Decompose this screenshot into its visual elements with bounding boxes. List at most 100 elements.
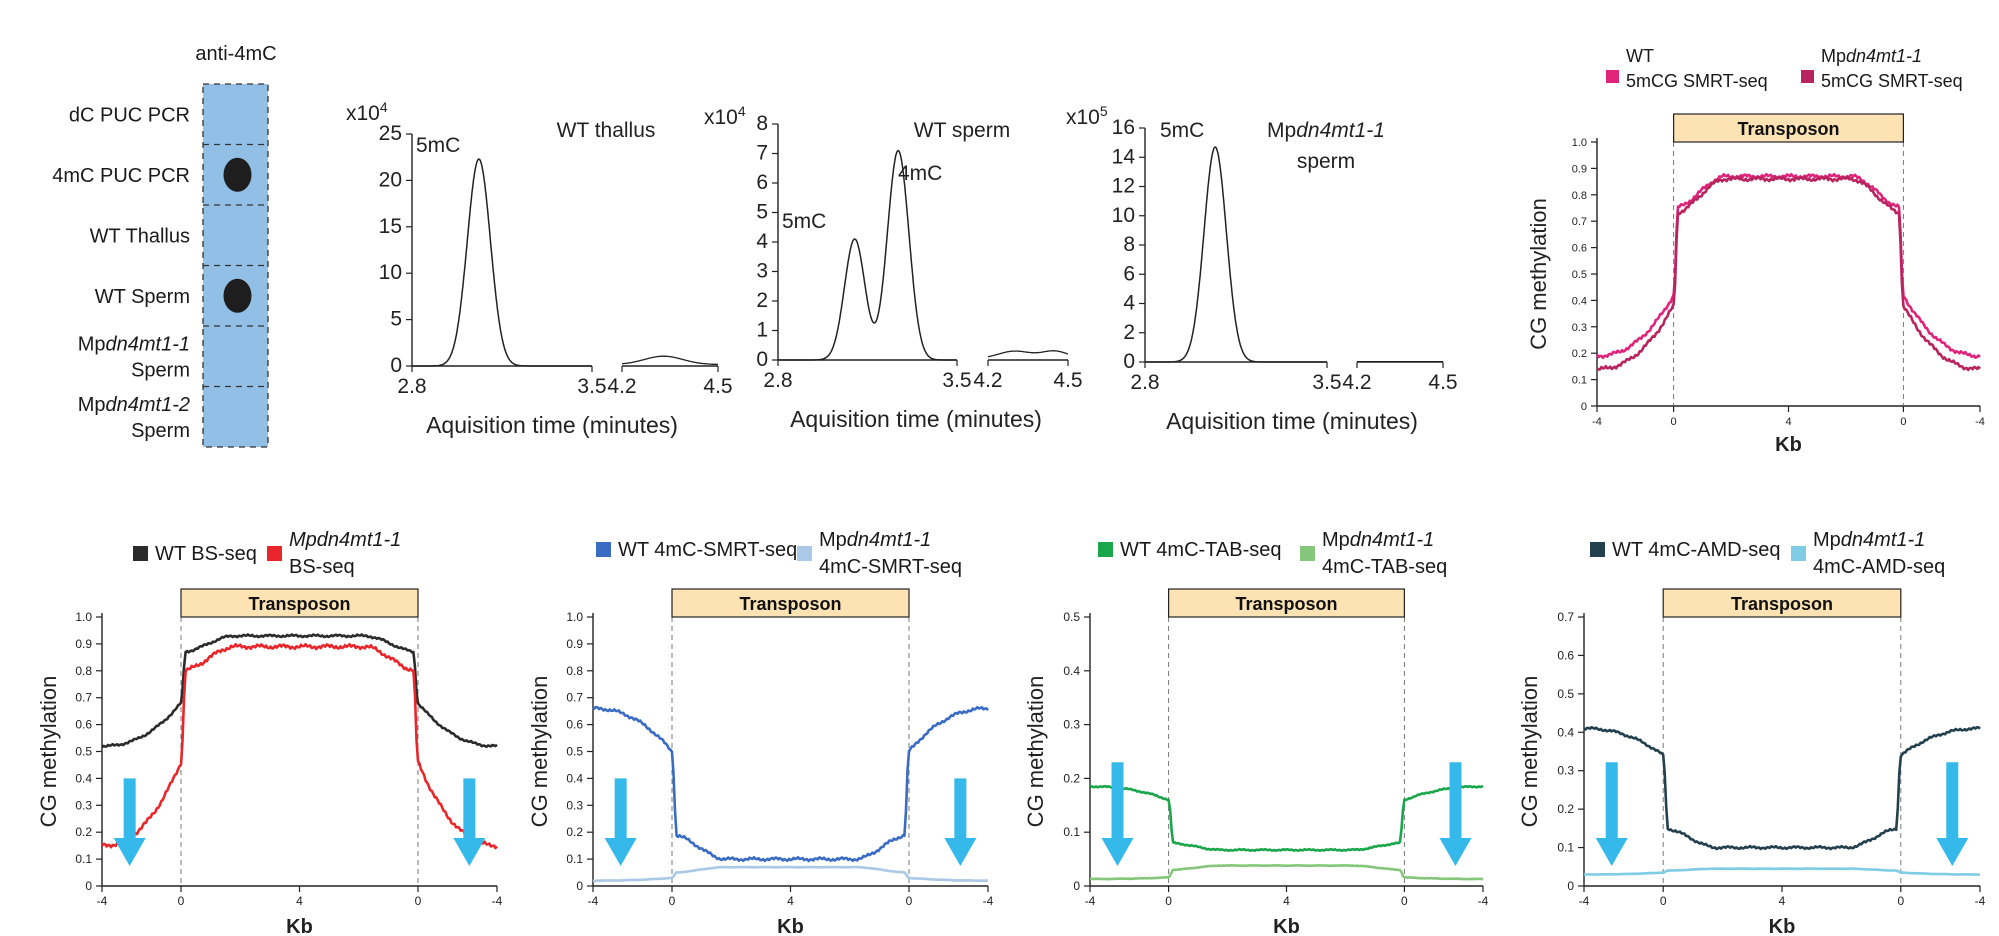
transposon-label: Transposon <box>739 594 841 614</box>
x-tick-label: 0 <box>415 894 422 908</box>
y-tick-label: 0.5 <box>566 745 583 759</box>
x-tick-label: 3.5 <box>577 375 606 398</box>
x-tick-label: -4 <box>1085 894 1096 908</box>
x-tick-label: 3.5 <box>942 369 971 392</box>
blot-row-label: Sperm <box>131 420 190 442</box>
x-tick-label: -4 <box>492 894 503 908</box>
y-tick-label: 1 <box>756 319 768 342</box>
legend-label: WT BS-seq <box>155 543 257 565</box>
y-tick-label: 0.2 <box>1572 348 1587 360</box>
y-tick-label: 0.8 <box>75 664 92 678</box>
lcms-chart: 0 2 4 6 8 10 12 14 16 2.8 3.5 4.2 4.5 Aquisition time… <box>1066 103 1458 434</box>
x-tick-label: 0 <box>1660 894 1667 908</box>
x-tick-label: 4.2 <box>1342 371 1371 394</box>
transposon-box <box>671 588 910 618</box>
y-tick-label: 14 <box>1112 145 1136 168</box>
y-axis-label: CG methylation <box>1517 676 1542 828</box>
blot-row-label: WT Sperm <box>95 286 190 308</box>
x-axis-label: Aquisition time (minutes) <box>790 406 1042 432</box>
y-tick-label: 6 <box>756 171 768 194</box>
x-tick-label: -4 <box>1975 416 1985 428</box>
y-multiplier-base: x10 <box>704 106 738 129</box>
arrow-head <box>1101 838 1134 866</box>
arrow-head <box>1595 838 1628 866</box>
x-axis-label: Kb <box>1775 434 1802 456</box>
trace-segment-2 <box>987 350 1069 358</box>
blot-title: anti-4mC <box>195 43 276 65</box>
transposon-box <box>1672 113 1904 143</box>
arrow-shaft <box>1605 762 1618 840</box>
y-tick-label: 0 <box>1567 879 1574 893</box>
y-tick-label: 0.5 <box>75 745 92 759</box>
y-tick-label: 12 <box>1112 175 1135 198</box>
y-tick-label: 0 <box>1123 350 1135 373</box>
x-tick-label: 0 <box>1671 416 1677 428</box>
y-tick-label: 3 <box>756 260 768 283</box>
y-tick-label: 0.1 <box>1557 841 1574 855</box>
y-tick-label: 0.7 <box>75 691 92 705</box>
legend-label: Mpdn4mt1-1 <box>1813 529 1925 551</box>
x-tick-label: 4.2 <box>607 375 636 398</box>
peak-annotation: 4mC <box>898 162 942 185</box>
arrow-head <box>604 838 637 866</box>
x-tick-label: -4 <box>588 894 599 908</box>
metaplot-chart: 0 0.1 0.2 0.3 0.4 0.5 0.6 0.7 0.8 0.9 1.0 -4 0 4 0 -4 Kb… <box>1526 46 1985 456</box>
legend-label-pre: Mp <box>819 529 847 551</box>
arrow-head <box>113 838 146 866</box>
series-line <box>101 633 498 749</box>
x-tick-label: 4 <box>1785 416 1791 428</box>
y-tick-label: 0.3 <box>75 798 92 812</box>
y-tick-label: 0.1 <box>1572 375 1587 387</box>
y-tick-label: 6 <box>1123 262 1135 285</box>
series-line <box>592 705 989 863</box>
y-tick-label: 0 <box>1073 879 1080 893</box>
y-tick-label: 1.0 <box>75 610 92 624</box>
legend-swatch <box>1300 546 1315 561</box>
x-tick-label: 2.8 <box>1130 371 1159 394</box>
arrow-head <box>944 838 977 866</box>
y-tick-label: 0.6 <box>1572 243 1587 255</box>
legend-swatch <box>1590 542 1605 557</box>
blot-spot <box>223 278 252 313</box>
legend-label-line2: 4mC-TAB-seq <box>1322 556 1447 578</box>
x-tick-label: -4 <box>97 894 108 908</box>
x-tick-label: 0 <box>1900 416 1906 428</box>
arrow-head <box>1936 838 1969 866</box>
y-tick-label: 0.8 <box>1572 190 1587 202</box>
x-tick-label: 0 <box>1897 894 1904 908</box>
legend-label: WT 4mC-SMRT-seq <box>618 539 797 561</box>
blot-row-label: Mpdn4mt1-2 <box>78 394 190 416</box>
arrow-shaft <box>1449 762 1462 840</box>
x-tick-label: 4 <box>787 894 794 908</box>
legend-label: Mpdn4mt1-1 <box>1821 46 1922 66</box>
x-tick-label: 4.5 <box>1428 371 1457 394</box>
peak-annotation: 5mC <box>782 210 826 233</box>
blot-row-label-pre: WT Sperm <box>95 286 190 308</box>
chart-title: WT thallus <box>557 119 656 142</box>
legend-label-pre: Mp <box>1813 529 1841 551</box>
transposon-label: Transposon <box>1235 594 1337 614</box>
legend-swatch <box>1791 546 1806 561</box>
arrow-shaft <box>1946 762 1959 840</box>
legend-label-ital: dn4mt1-1 <box>847 529 932 551</box>
y-tick-label: 0.4 <box>1572 295 1587 307</box>
series-line <box>1583 725 1981 851</box>
legend-label-ital: dn4mt1-1 <box>1846 46 1922 66</box>
y-tick-label: 8 <box>756 112 768 135</box>
peak-annotation: 5mC <box>1160 119 1204 142</box>
series-line <box>1583 867 1981 876</box>
y-axis-label: CG methylation <box>527 676 552 828</box>
arrow-shaft <box>614 778 627 840</box>
legend-label-line2: BS-seq <box>289 556 355 578</box>
legend-swatch <box>1801 70 1814 83</box>
y-tick-label: 4 <box>1123 292 1135 315</box>
y-tick-label: 0.4 <box>1063 664 1080 678</box>
legend-label: WT 4mC-AMD-seq <box>1612 539 1781 561</box>
y-axis-label: CG methylation <box>1023 676 1048 828</box>
blot-row-label-ital: dn4mt1-2 <box>106 394 191 416</box>
y-tick-label: 0.7 <box>566 691 583 705</box>
dot-blot-panel: anti-4mC dC PUC PCR 4mC PUC PCR WT Thallus W… <box>52 43 277 448</box>
y-multiplier: x105 <box>1066 103 1108 129</box>
blot-row-label-pre: Sperm <box>131 420 190 442</box>
